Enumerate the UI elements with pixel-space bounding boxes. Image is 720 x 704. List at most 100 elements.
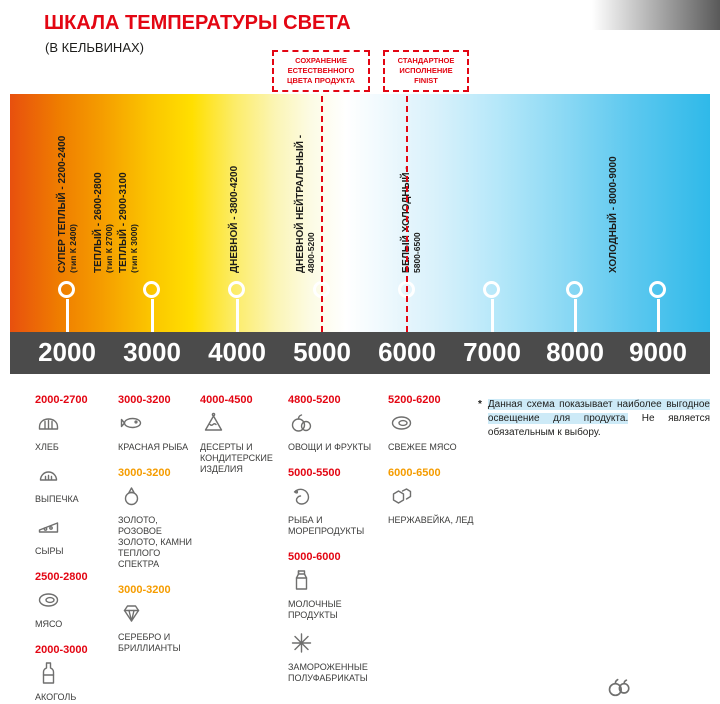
temp-range-label: 2000-2700 — [35, 394, 88, 406]
food-column-3: 4000-4500 ДЕСЕРТЫ И КОНДИТЕРСКИЕ ИЗДЕЛИЯ — [200, 394, 286, 485]
food-label: СВЕЖЕЕ МЯСО — [388, 442, 457, 452]
fruits-icon — [288, 411, 380, 440]
footnote-text: Данная схема показывает наиболее выгодно… — [487, 398, 710, 440]
food-item: ЗОЛОТО, РОЗОВОЕ ЗОЛОТО, КАМНИ ТЕПЛОГО СП… — [118, 484, 198, 570]
fish-icon — [118, 411, 198, 440]
food-label: НЕРЖАВЕЙКА, ЛЕД — [388, 515, 474, 525]
food-label: МОЛОЧНЫЕ ПРОДУКТЫ — [288, 599, 342, 620]
kelvin-gradient-band — [10, 94, 710, 332]
ice-icon — [388, 484, 474, 513]
axis-tick-5000: 5000 — [293, 337, 351, 367]
zone-label-sub: (тип К 2700) — [104, 223, 114, 273]
food-item: СЫРЫ — [35, 515, 115, 557]
scale-marker — [228, 281, 245, 298]
temp-range-label: 2000-3000 — [35, 644, 88, 656]
produce-icon — [603, 672, 637, 704]
zone-label: ДНЕВНОЙ - 3800-4200 — [229, 166, 240, 273]
zone-label: СУПЕР ТЕПЛЫЙ - 2200-2400 (тип К 2400) — [57, 136, 79, 273]
temp-range-label: 5000-6000 — [288, 551, 341, 563]
food-item: ХЛЕБ — [35, 411, 115, 453]
scale-marker-stem — [490, 299, 494, 332]
zone-label-sub: (тип К 3000) — [129, 223, 139, 273]
food-item: ЗАМОРОЖЕННЫЕ ПОЛУФАБРИКАТЫ — [288, 631, 380, 684]
page-title: ШКАЛА ТЕМПЕРАТУРЫ СВЕТА — [44, 12, 351, 34]
temp-range-label: 5200-6200 — [388, 394, 441, 406]
scale-marker-stem — [150, 299, 154, 332]
food-item: НЕРЖАВЕЙКА, ЛЕД — [388, 484, 474, 526]
axis-tick-7000: 7000 — [463, 337, 521, 367]
zone-label: ТЕПЛЫЙ - 2900-3100 (тип К 3000) — [118, 172, 140, 273]
cheese-icon — [35, 515, 115, 544]
food-item: КРАСНАЯ РЫБА — [118, 411, 198, 453]
diamond-icon — [118, 601, 198, 630]
zone-label: ХОЛОДНЫЙ - 8000-9000 — [608, 156, 619, 273]
zone-label-sub: 4800-5200 — [306, 232, 316, 273]
food-column-5: 5200-6200 СВЕЖЕЕ МЯСО 6000-6500 НЕРЖАВЕЙКА,… — [388, 394, 474, 536]
corner-shade-decoration — [592, 0, 720, 30]
axis-tick-2000: 2000 — [38, 337, 96, 367]
food-label: АКОГОЛЬ — [35, 692, 77, 702]
page-subtitle: (В КЕЛЬВИНАХ) — [45, 40, 144, 55]
pastry-icon — [35, 463, 115, 492]
temp-range-label: 4000-4500 — [200, 394, 253, 406]
zone-label-text: ХОЛОДНЫЙ - 8000-9000 — [607, 156, 619, 273]
scale-marker-stem — [656, 299, 660, 332]
kelvin-axis-bar: 2000 3000 4000 5000 6000 7000 8000 9000 — [10, 332, 710, 374]
scale-marker — [649, 281, 666, 298]
temp-range-label: 2500-2800 — [35, 571, 88, 583]
food-item: РЫБА И МОРЕПРОДУКТЫ — [288, 484, 380, 537]
food-item: МЯСО — [35, 588, 115, 630]
frozen-icon — [288, 631, 380, 660]
seafood-icon — [288, 484, 380, 513]
food-label: ЗОЛОТО, РОЗОВОЕ ЗОЛОТО, КАМНИ ТЕПЛОГО СП… — [118, 515, 192, 569]
zone-label: ДНЕВНОЙ НЕЙТРАЛЬНЫЙ -4800-5200 — [295, 135, 317, 273]
zone-label-text: СУПЕР ТЕПЛЫЙ - 2200-2400 — [57, 135, 68, 273]
dashed-guide-5000 — [321, 86, 323, 332]
footnote: * Данная схема показывает наиболее выгод… — [478, 398, 710, 440]
axis-tick-9000: 9000 — [629, 337, 687, 367]
scale-marker — [483, 281, 500, 298]
bread-icon — [35, 411, 115, 440]
scale-marker-stem — [235, 299, 239, 332]
food-item: ДЕСЕРТЫ И КОНДИТЕРСКИЕ ИЗДЕЛИЯ — [200, 411, 286, 475]
food-item: ВЫПЕЧКА — [35, 463, 115, 505]
zone-label-sub: 5800-6500 — [412, 232, 422, 273]
temp-range-label: 6000-6500 — [388, 467, 441, 479]
food-item: ОВОЩИ И ФРУКТЫ — [288, 411, 380, 453]
scale-marker — [58, 281, 75, 298]
temp-range-label: 4800-5200 — [288, 394, 341, 406]
food-label: СЫРЫ — [35, 546, 64, 556]
cake-icon — [200, 411, 286, 440]
food-label: ВЫПЕЧКА — [35, 494, 79, 504]
food-column-4: 4800-5200 ОВОЩИ И ФРУКТЫ 5000-5500 РЫБА И М… — [288, 394, 380, 694]
footnote-plain-sentence: Не является обязательным к выбору. — [487, 413, 710, 438]
axis-tick-3000: 3000 — [123, 337, 181, 367]
temp-range-label: 3000-3200 — [118, 467, 171, 479]
callout-natural-color: СОХРАНЕНИЕ ЕСТЕСТВЕННОГО ЦВЕТА ПРОДУКТА — [272, 50, 370, 93]
milk-icon — [288, 568, 380, 597]
zone-label-text: ТЕПЛЫЙ - 2600-2800 — [93, 172, 104, 273]
axis-tick-4000: 4000 — [208, 337, 266, 367]
scale-marker — [143, 281, 160, 298]
food-label: ДЕСЕРТЫ И КОНДИТЕРСКИЕ ИЗДЕЛИЯ — [200, 442, 273, 474]
food-item: МОЛОЧНЫЕ ПРОДУКТЫ — [288, 568, 380, 621]
fresh-meat-icon — [388, 411, 474, 440]
food-label: ХЛЕБ — [35, 442, 59, 452]
food-label: МЯСО — [35, 619, 63, 629]
food-label: ОВОЩИ И ФРУКТЫ — [288, 442, 372, 452]
scale-marker-stem — [65, 299, 69, 332]
axis-tick-8000: 8000 — [546, 337, 604, 367]
food-item: СВЕЖЕЕ МЯСО — [388, 411, 474, 453]
food-column-2: 3000-3200 КРАСНАЯ РЫБА 3000-3200 ЗОЛОТО, РО… — [118, 394, 198, 664]
food-label: РЫБА И МОРЕПРОДУКТЫ — [288, 515, 365, 536]
ring-icon — [118, 484, 198, 513]
food-label: КРАСНАЯ РЫБА — [118, 442, 189, 452]
bottle-icon — [35, 661, 115, 690]
zone-label: ТЕПЛЫЙ - 2600-2800 (тип К 2700) — [93, 172, 115, 273]
temp-range-label: 3000-3200 — [118, 394, 171, 406]
scale-marker — [566, 281, 583, 298]
food-item: АКОГОЛЬ — [35, 661, 115, 703]
zone-label: БЕЛЫЙ ХОЛОДНЫЙ -5800-6500 — [401, 166, 423, 273]
zone-label-text: ТЕПЛЫЙ - 2900-3100 — [118, 172, 129, 273]
